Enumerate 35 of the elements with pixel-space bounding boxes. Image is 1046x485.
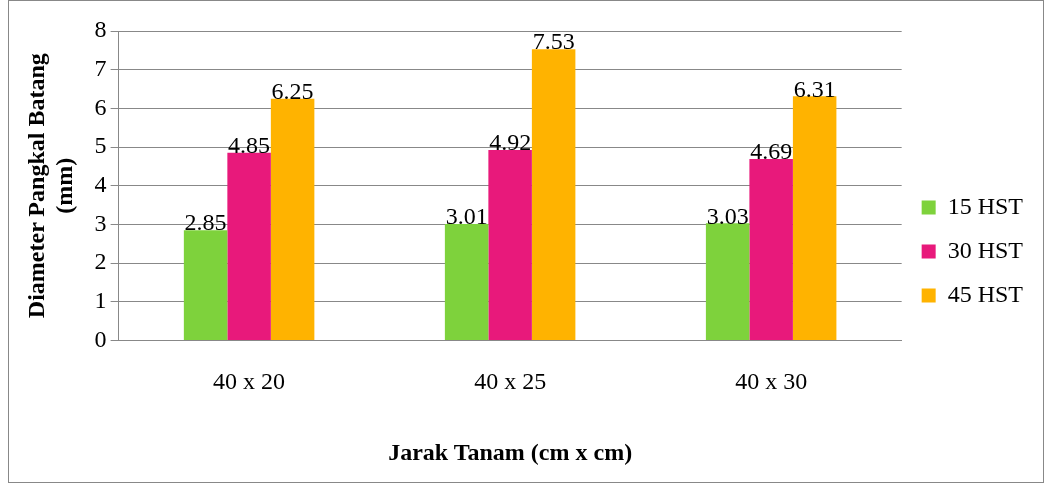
data-label: 4.69 xyxy=(750,138,793,165)
y-tick-label: 7 xyxy=(94,54,107,81)
data-label: 6.25 xyxy=(271,77,314,104)
data-label: 6.31 xyxy=(793,75,836,102)
y-tick-label: 5 xyxy=(94,132,107,159)
bar xyxy=(227,152,271,340)
x-tick-label: 40 x 20 xyxy=(213,368,286,395)
data-label: 3.01 xyxy=(445,203,488,230)
bar xyxy=(488,150,532,340)
data-label: 2.85 xyxy=(184,209,227,236)
y-axis-title: Diameter Pangkal Batang (mm) xyxy=(22,53,78,319)
bar xyxy=(531,49,576,340)
data-label: 4.92 xyxy=(489,129,532,156)
bar xyxy=(792,96,837,340)
bar xyxy=(270,98,315,340)
y-tick-label: 6 xyxy=(94,93,107,120)
bar xyxy=(705,223,750,340)
x-tick-label: 40 x 25 xyxy=(474,368,547,395)
y-tick-label: 8 xyxy=(94,16,107,43)
y-tick-label: 0 xyxy=(94,325,107,352)
y-tick-label: 4 xyxy=(94,171,107,197)
y-tick-label: 2 xyxy=(94,248,107,275)
bar xyxy=(749,159,793,340)
legend-label: 15 HST xyxy=(947,192,1024,219)
y-tick-label: 1 xyxy=(94,287,107,314)
legend-label: 45 HST xyxy=(947,280,1024,307)
data-label: 7.53 xyxy=(532,28,575,55)
data-label: 4.85 xyxy=(228,132,271,159)
x-tick-label: 40 x 30 xyxy=(735,368,808,395)
bar xyxy=(444,223,489,340)
legend-label: 30 HST xyxy=(947,236,1024,263)
data-label: 3.03 xyxy=(706,202,749,229)
y-tick-label: 3 xyxy=(94,209,107,236)
x-axis-title: Jarak Tanam (cm x cm) xyxy=(388,438,633,465)
bar xyxy=(183,230,228,340)
